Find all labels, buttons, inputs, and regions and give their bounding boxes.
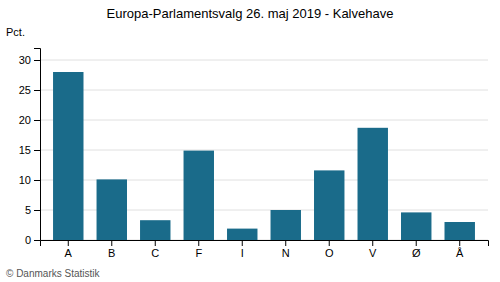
- grid-line: [40, 120, 488, 121]
- x-axis: ABCFINOVØÅ: [41, 240, 489, 259]
- x-tick-mark: [459, 240, 460, 246]
- bars: [53, 72, 475, 240]
- x-tick-mark: [416, 240, 417, 246]
- x-tick-mark: [155, 240, 156, 246]
- x-tick-label: B: [108, 247, 115, 259]
- x-tick-label: F: [195, 247, 202, 259]
- y-tick: 10: [19, 174, 40, 186]
- y-tick-label: 0: [25, 234, 31, 246]
- x-tick-label: Å: [456, 247, 464, 259]
- x-tick-label: A: [65, 247, 73, 259]
- grid-line: [40, 150, 488, 151]
- y-tick: 15: [19, 144, 40, 156]
- y-label: Pct.: [6, 26, 25, 38]
- y-tick-label: 15: [19, 144, 31, 156]
- grid-line: [40, 60, 488, 61]
- x-tick: F: [195, 240, 202, 259]
- y-tick: 25: [19, 84, 40, 96]
- y-tick-label: 20: [19, 114, 31, 126]
- y-tick-mark: [34, 240, 40, 241]
- x-tick-label: V: [369, 247, 377, 259]
- x-tick-label: I: [241, 247, 244, 259]
- y-axis: 0 5 10 15 20 25 30: [19, 49, 41, 247]
- y-tick: 5: [25, 204, 40, 216]
- x-tick-mark: [372, 240, 373, 246]
- x-tick-mark: [285, 240, 286, 246]
- x-tick-mark: [68, 240, 69, 246]
- x-tick: I: [241, 240, 244, 259]
- x-tick-label: C: [151, 247, 159, 259]
- y-tick: 0: [25, 234, 40, 246]
- y-tick-label: 30: [19, 54, 31, 66]
- y-tick: 30: [19, 54, 40, 66]
- chart-svg: Europa-Parlamentsvalg 26. maj 2019 - Kal…: [0, 0, 500, 282]
- bar: [401, 212, 431, 240]
- bar: [227, 229, 257, 240]
- y-tick-mark: [34, 60, 40, 61]
- x-tick: N: [282, 240, 290, 259]
- chart-container: Europa-Parlamentsvalg 26. maj 2019 - Kal…: [0, 0, 500, 282]
- bar: [314, 170, 344, 240]
- bar: [358, 128, 388, 240]
- x-tick: A: [65, 240, 73, 259]
- footer: © Danmarks Statistik: [6, 268, 101, 279]
- y-axis-line: [34, 49, 41, 241]
- y-tick: 20: [19, 114, 40, 126]
- y-tick-mark: [34, 210, 40, 211]
- bar: [445, 222, 475, 240]
- grid-line: [40, 90, 488, 91]
- y-tick-mark: [34, 120, 40, 121]
- bar: [140, 220, 170, 240]
- x-tick-label: Ø: [412, 247, 421, 259]
- y-tick-label: 5: [25, 204, 31, 216]
- x-tick: V: [369, 240, 377, 259]
- y-tick-label: 10: [19, 174, 31, 186]
- plot: A B C F I N O V Ø Å 0 5 10 15 20 25 30 Pct.: [6, 26, 489, 259]
- x-tick-label: N: [282, 247, 290, 259]
- x-tick: B: [108, 240, 115, 259]
- y-tick-label: 25: [19, 84, 31, 96]
- x-axis-line: [41, 241, 489, 247]
- grid: [40, 60, 488, 240]
- x-tick-mark: [198, 240, 199, 246]
- x-tick: Å: [456, 240, 464, 259]
- bar: [97, 179, 127, 240]
- bar: [271, 210, 301, 240]
- y-tick-mark: [34, 180, 40, 181]
- bar: [184, 151, 214, 240]
- x-tick-mark: [111, 240, 112, 246]
- x-tick: O: [325, 240, 334, 259]
- bar: [53, 72, 83, 240]
- title: Europa-Parlamentsvalg 26. maj 2019 - Kal…: [107, 6, 394, 21]
- x-tick-mark: [329, 240, 330, 246]
- x-tick: C: [151, 240, 159, 259]
- y-tick-mark: [34, 150, 40, 151]
- y-tick-mark: [34, 90, 40, 91]
- x-tick-mark: [242, 240, 243, 246]
- x-tick: Ø: [412, 240, 421, 259]
- x-tick-label: O: [325, 247, 334, 259]
